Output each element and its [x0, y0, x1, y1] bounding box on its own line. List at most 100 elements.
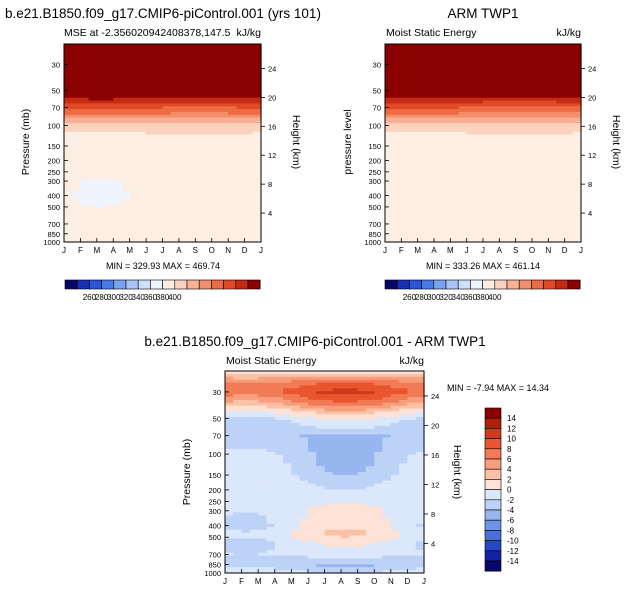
field-cell [299, 414, 309, 418]
field-cell [491, 157, 500, 161]
field-cell [458, 236, 468, 240]
field-cell [515, 131, 525, 136]
field-cell [137, 176, 147, 181]
field-cell [170, 193, 180, 198]
field-cell [548, 208, 558, 212]
field-cell [154, 120, 164, 124]
field-cell [307, 394, 317, 398]
field-cell [491, 230, 500, 235]
field-cell [211, 216, 221, 220]
field-cell [390, 495, 400, 499]
field-cell [491, 94, 500, 99]
field-cell [515, 239, 525, 243]
field-cell [236, 58, 246, 62]
field-cell [72, 148, 82, 153]
field-cell [556, 205, 566, 209]
field-cell [299, 425, 309, 430]
field-cell [474, 55, 484, 59]
field-cell [236, 69, 246, 73]
field-cell [274, 454, 284, 459]
field-cell [307, 466, 317, 470]
field-cell [324, 428, 334, 433]
field-cell [121, 100, 131, 104]
field-cell [442, 148, 451, 153]
field-cell [324, 373, 334, 378]
field-cell [105, 182, 114, 187]
field-cell [195, 123, 205, 127]
field-cell [291, 518, 301, 522]
field-cell [341, 399, 350, 404]
field-cell [316, 489, 326, 493]
field-cell [162, 69, 172, 73]
field-cell [88, 69, 98, 73]
field-cell [219, 230, 229, 235]
field-cell [409, 182, 419, 187]
field-cell [341, 515, 350, 519]
field-cell [219, 179, 229, 184]
field-cell [283, 503, 292, 508]
field-cell [474, 193, 484, 198]
field-cell [564, 171, 574, 175]
field-cell [349, 486, 359, 490]
field-cell [407, 399, 417, 404]
field-cell [532, 77, 541, 82]
field-cell [249, 495, 259, 499]
field-cell [515, 196, 525, 201]
field-cell [425, 168, 435, 172]
field-cell [450, 137, 460, 141]
field-cell [425, 44, 435, 48]
field-cell [548, 126, 558, 130]
field-cell [146, 179, 155, 184]
field-cell [299, 477, 309, 482]
field-cell [244, 60, 254, 65]
field-cell [187, 44, 196, 48]
field-cell [129, 89, 139, 93]
field-cell [349, 454, 359, 459]
field-cell [491, 188, 500, 192]
field-cell [450, 128, 460, 133]
field-cell [540, 213, 549, 218]
field-cell [170, 165, 180, 170]
field-cell [244, 97, 254, 102]
field-cell [146, 208, 155, 212]
field-cell [80, 44, 90, 48]
field-cell [407, 474, 417, 479]
field-cell [572, 100, 582, 104]
field-cell [129, 222, 139, 226]
field-cell [474, 60, 484, 65]
field-cell [266, 451, 276, 456]
field-cell [195, 236, 205, 240]
field-cell [466, 49, 476, 54]
height-tick-label: 4 [268, 209, 272, 218]
field-cell [483, 140, 492, 144]
field-cell [129, 168, 139, 172]
field-cell [357, 446, 367, 450]
field-cell [401, 140, 411, 144]
field-cell [409, 233, 419, 237]
field-cell [515, 123, 525, 127]
field-cell [409, 86, 419, 90]
field-cell [357, 440, 367, 444]
colorbar-swatch [482, 279, 496, 290]
field-cell [425, 148, 435, 153]
field-cell [162, 185, 172, 189]
field-cell [266, 437, 276, 441]
field-cell [515, 233, 525, 237]
field-cell [113, 63, 123, 68]
field-cell [382, 483, 392, 488]
field-cell [474, 174, 484, 178]
field-cell [523, 162, 533, 167]
field-cell [291, 483, 301, 488]
field-cell [252, 77, 262, 82]
field-cell [393, 49, 402, 54]
field-cell [299, 420, 309, 424]
field-cell [499, 210, 509, 215]
field-cell [507, 210, 517, 215]
field-cell [154, 179, 164, 184]
field-cell [324, 425, 334, 430]
field-cell [532, 193, 541, 198]
field-cell [332, 538, 342, 542]
field-cell [401, 92, 411, 96]
field-cell [154, 52, 164, 56]
field-cell [228, 216, 237, 220]
